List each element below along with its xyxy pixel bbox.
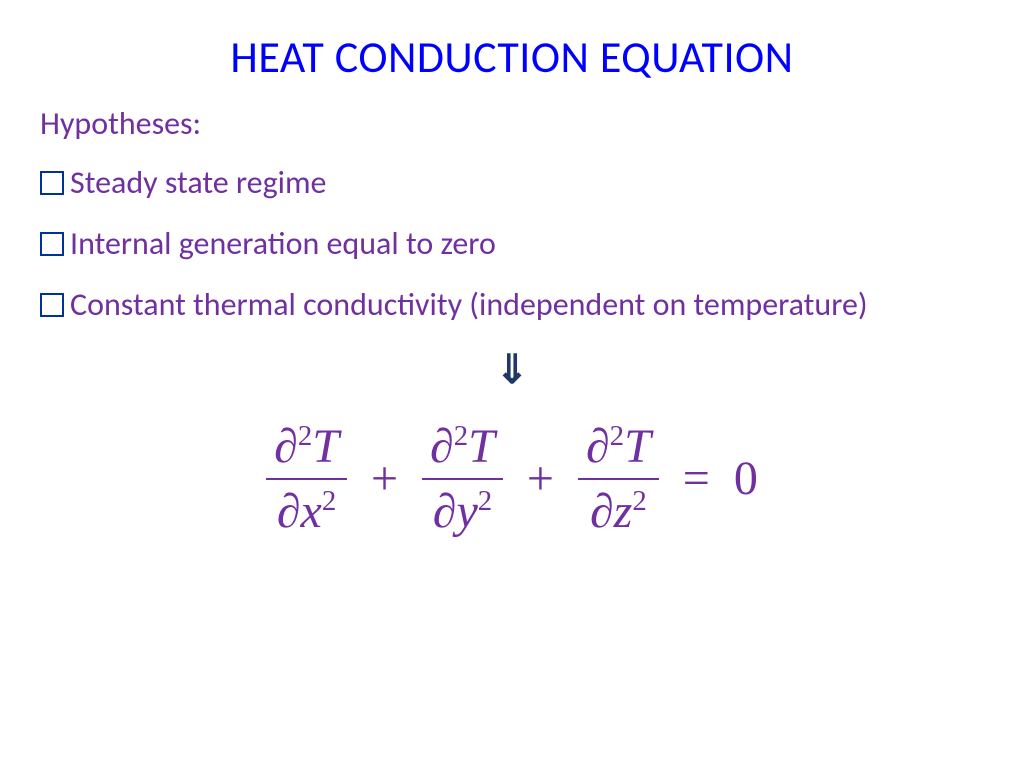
variable: T bbox=[468, 420, 495, 473]
slide-title: HEAT CONDUCTION EQUATION bbox=[40, 30, 984, 84]
list-item: Steady state regime bbox=[40, 161, 984, 204]
exponent: 2 bbox=[322, 485, 336, 517]
laplace-equation: ∂2T ∂x2 + ∂2T ∂y2 + ∂2T ∂z2 = 0 bbox=[40, 419, 984, 539]
rhs-value: 0 bbox=[734, 451, 758, 506]
exponent: 2 bbox=[632, 485, 646, 517]
partial-symbol: ∂ bbox=[586, 420, 610, 473]
slide-container: HEAT CONDUCTION EQUATION Hypotheses: Ste… bbox=[0, 0, 1024, 768]
plus-operator: + bbox=[371, 451, 398, 506]
list-item: Internal generation equal to zero bbox=[40, 222, 984, 265]
partial-symbol: ∂ bbox=[590, 485, 614, 538]
partial-symbol: ∂ bbox=[277, 485, 301, 538]
equals-operator: = bbox=[683, 451, 710, 506]
checkbox-bullet-icon bbox=[40, 171, 64, 195]
checkbox-bullet-icon bbox=[40, 232, 64, 256]
variable: T bbox=[312, 420, 339, 473]
variable: x bbox=[301, 485, 322, 538]
hypotheses-heading: Hypotheses: bbox=[40, 104, 984, 143]
exponent: 2 bbox=[298, 420, 312, 452]
variable: z bbox=[614, 485, 633, 538]
partial-symbol: ∂ bbox=[433, 485, 457, 538]
exponent: 2 bbox=[478, 485, 492, 517]
exponent: 2 bbox=[610, 420, 624, 452]
equation-term: ∂2T ∂z2 bbox=[578, 419, 659, 539]
plus-operator: + bbox=[527, 451, 554, 506]
checkbox-bullet-icon bbox=[40, 293, 64, 317]
list-item: Constant thermal conductivity (independe… bbox=[40, 283, 984, 326]
bullet-text: Constant thermal conductivity (independe… bbox=[70, 283, 868, 326]
variable: y bbox=[456, 485, 477, 538]
down-arrow-icon: ⇓ bbox=[495, 345, 529, 394]
partial-symbol: ∂ bbox=[430, 420, 454, 473]
partial-symbol: ∂ bbox=[274, 420, 298, 473]
exponent: 2 bbox=[454, 420, 468, 452]
bullet-list: Steady state regime Internal generation … bbox=[40, 161, 984, 327]
equation-term: ∂2T ∂y2 bbox=[422, 419, 503, 539]
equation-term: ∂2T ∂x2 bbox=[266, 419, 347, 539]
bullet-text: Internal generation equal to zero bbox=[70, 222, 496, 265]
arrow-container: ⇓ bbox=[40, 345, 984, 394]
bullet-text: Steady state regime bbox=[70, 161, 326, 204]
variable: T bbox=[624, 420, 651, 473]
